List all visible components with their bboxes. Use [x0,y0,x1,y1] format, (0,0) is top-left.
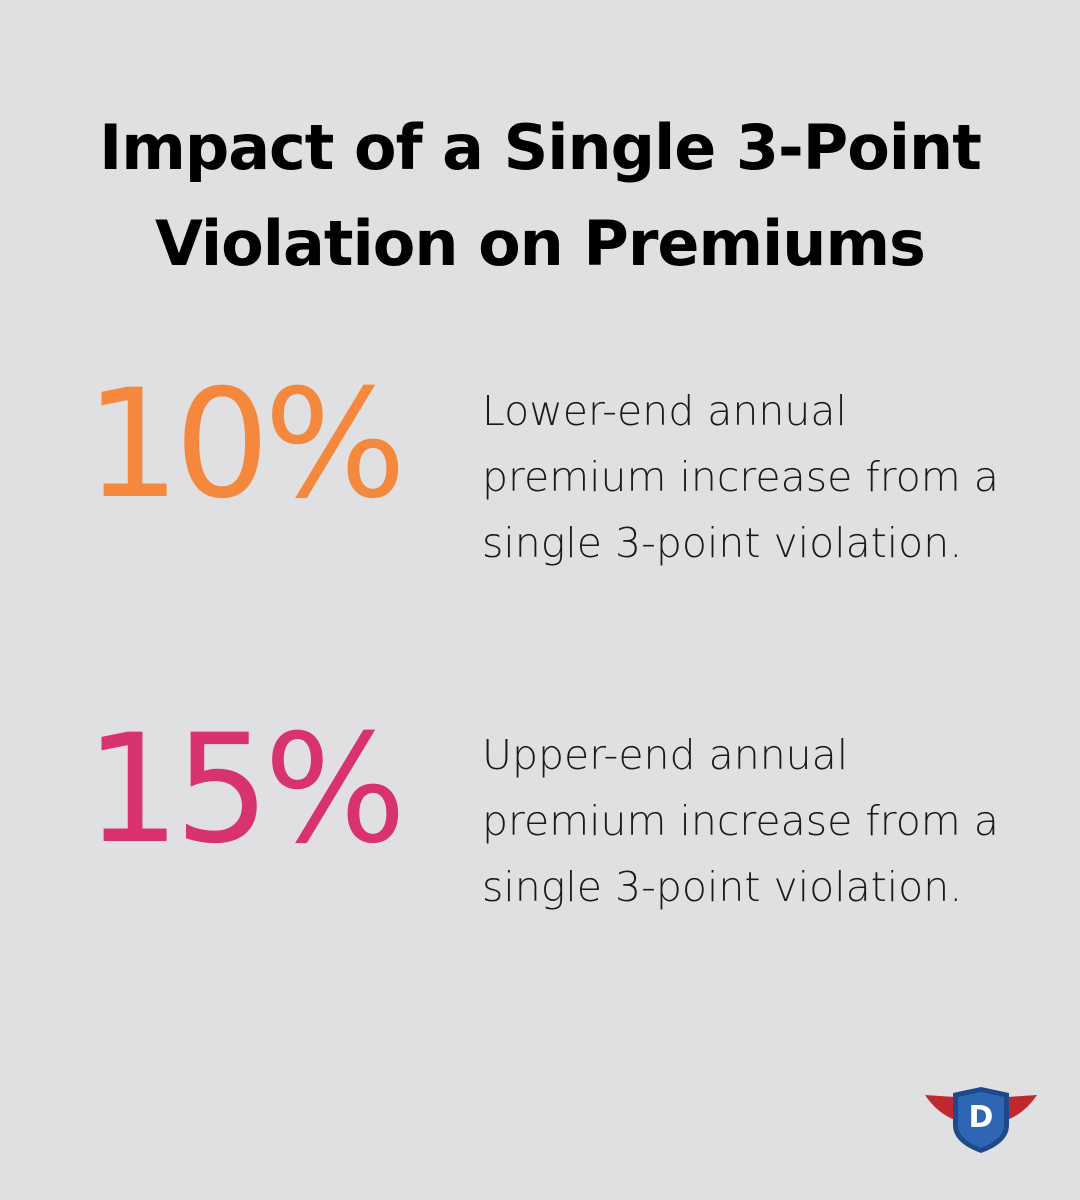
stat-value: 10% [85,358,406,532]
logo-letter: D [969,1100,994,1135]
title: Impact of a Single 3-Point Violation on … [99,111,982,280]
logo: D [925,1087,1037,1153]
stat-description: Upper-end annual premium increase from a… [482,731,999,911]
stat-description: Lower-end annual premium increase from a… [482,387,999,567]
stat-value: 15% [85,703,406,877]
